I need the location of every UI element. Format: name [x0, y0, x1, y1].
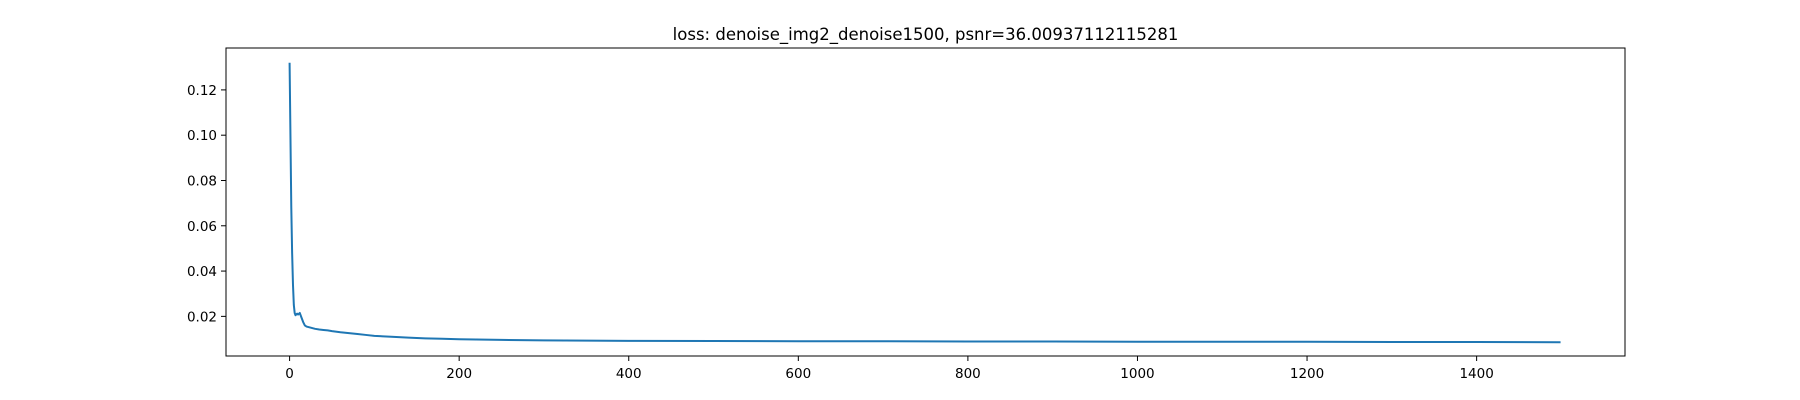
y-tick-label: 0.08 — [187, 173, 217, 189]
x-tick-label: 0 — [285, 366, 294, 382]
series-line-0 — [288, 62, 1561, 344]
plot-frame — [225, 47, 1626, 357]
y-tick-label: 0.02 — [187, 309, 217, 325]
y-axis: 0.02 0.04 0.06 0.08 0.10 0.12 — [187, 83, 226, 325]
x-tick-label: 200 — [446, 366, 472, 382]
chart-title: loss: denoise_img2_denoise1500, psnr=36.… — [673, 25, 1179, 45]
x-axis: 0 200 400 600 800 1000 1200 1400 — [285, 356, 1494, 382]
x-tick-label: 1400 — [1459, 366, 1493, 382]
x-tick-label: 800 — [955, 366, 981, 382]
x-tick-label: 1000 — [1120, 366, 1154, 382]
x-tick-label: 1200 — [1290, 366, 1324, 382]
x-tick-label: 600 — [785, 366, 811, 382]
plot-area — [225, 47, 1626, 357]
x-tick-label: 400 — [616, 366, 642, 382]
y-tick-label: 0.06 — [187, 219, 217, 235]
series-layer — [288, 62, 1561, 344]
y-tick-label: 0.12 — [187, 83, 217, 99]
y-tick-label: 0.04 — [187, 264, 217, 280]
y-tick-label: 0.10 — [187, 128, 217, 144]
